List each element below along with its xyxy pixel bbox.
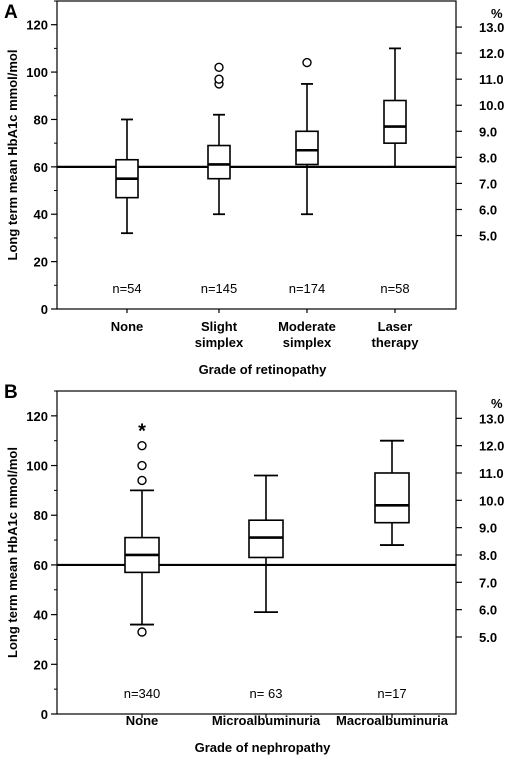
right-tick-label: 9.0	[479, 521, 497, 536]
category-label: Moderate	[278, 319, 336, 334]
y-axis-title: Long term mean HbA1c mmol/mol	[5, 50, 20, 261]
x-axis-title: Grade of nephropathy	[195, 740, 332, 755]
y-tick-label: 60	[34, 558, 48, 573]
outlier-point	[137, 475, 147, 486]
outlier-point	[214, 74, 224, 84]
box-plot: n= 63 Microalbuminuria	[212, 474, 321, 728]
y-tick-label: 0	[41, 302, 48, 317]
panel-B: B 0 20 40 60 80 100 120 Long term mean HbA1c mmo…	[4, 382, 504, 755]
box-plot: n=54 None	[111, 118, 144, 334]
outlier-point	[137, 440, 147, 451]
iqr-box	[207, 144, 231, 180]
right-tick-label: 8.0	[479, 150, 497, 165]
iqr-box	[374, 472, 410, 524]
box-plot: n=17 Macroalbuminuria	[336, 439, 449, 728]
iqr-box	[383, 99, 407, 144]
category-label: Slight	[201, 319, 238, 334]
sample-size-label: n=54	[112, 281, 141, 296]
y-tick-label: 40	[34, 608, 48, 623]
y-tick-label: 60	[34, 160, 48, 175]
category-label: Macroalbuminuria	[336, 713, 449, 728]
y-tick-label: 40	[34, 207, 48, 222]
plot-frame	[56, 390, 457, 715]
right-tick-label: 6.0	[479, 202, 497, 217]
panel-letter: B	[4, 382, 18, 403]
plot-frame	[56, 0, 457, 310]
category-label: Laser	[378, 319, 413, 334]
sample-size-label: n= 63	[250, 686, 283, 701]
sample-size-label: n=17	[377, 686, 406, 701]
y-axis-title: Long term mean HbA1c mmol/mol	[5, 447, 20, 658]
right-tick-label: 7.0	[479, 176, 497, 191]
iqr-box	[295, 130, 319, 166]
right-axis-unit: %	[491, 6, 503, 21]
right-tick-label: 10.0	[479, 98, 504, 113]
category-label: None	[111, 319, 144, 334]
sample-size-label: n=174	[289, 281, 326, 296]
right-tick-label: 12.0	[479, 439, 504, 454]
y-tick-label: 100	[26, 459, 48, 474]
category-label: None	[126, 713, 159, 728]
y-tick-label: 80	[34, 508, 48, 523]
category-label: simplex	[283, 335, 332, 350]
y-tick-label: 120	[26, 18, 48, 33]
y-tick-label: 80	[34, 112, 48, 127]
right-axis-unit: %	[491, 396, 503, 411]
y-tick-label: 120	[26, 409, 48, 424]
y-tick-label: 20	[34, 657, 48, 672]
right-tick-label: 9.0	[479, 124, 497, 139]
panel-A: A 0 20 40 60 80 100 120 Long term mean HbA1c mmo…	[4, 0, 504, 377]
panel-letter: A	[4, 2, 18, 23]
extreme-point: *	[138, 420, 146, 442]
right-tick-label: 6.0	[479, 603, 497, 618]
x-axis-title: Grade of retinopathy	[199, 362, 328, 377]
category-label: Microalbuminuria	[212, 713, 321, 728]
right-tick-label: 13.0	[479, 411, 504, 426]
sample-size-label: n=145	[201, 281, 238, 296]
y-tick-label: 0	[41, 707, 48, 722]
category-label: simplex	[195, 335, 244, 350]
outlier-point	[214, 62, 224, 73]
sample-size-label: n=58	[380, 281, 409, 296]
right-tick-label: 11.0	[479, 72, 504, 87]
sample-size-label: n=340	[124, 686, 161, 701]
y-tick-label: 100	[26, 65, 48, 80]
right-tick-label: 5.0	[479, 229, 497, 244]
right-tick-label: 13.0	[479, 20, 504, 35]
outlier-point	[302, 57, 312, 68]
right-tick-label: 5.0	[479, 630, 497, 645]
outlier-point	[137, 627, 147, 637]
outlier-point	[137, 460, 147, 471]
y-tick-label: 20	[34, 255, 48, 270]
category-label: therapy	[372, 335, 420, 350]
right-tick-label: 12.0	[479, 46, 504, 61]
right-tick-label: 7.0	[479, 575, 497, 590]
box-plot: * n=340 None	[124, 420, 161, 728]
right-tick-label: 10.0	[479, 493, 504, 508]
right-tick-label: 8.0	[479, 548, 497, 563]
right-tick-label: 11.0	[479, 466, 504, 481]
